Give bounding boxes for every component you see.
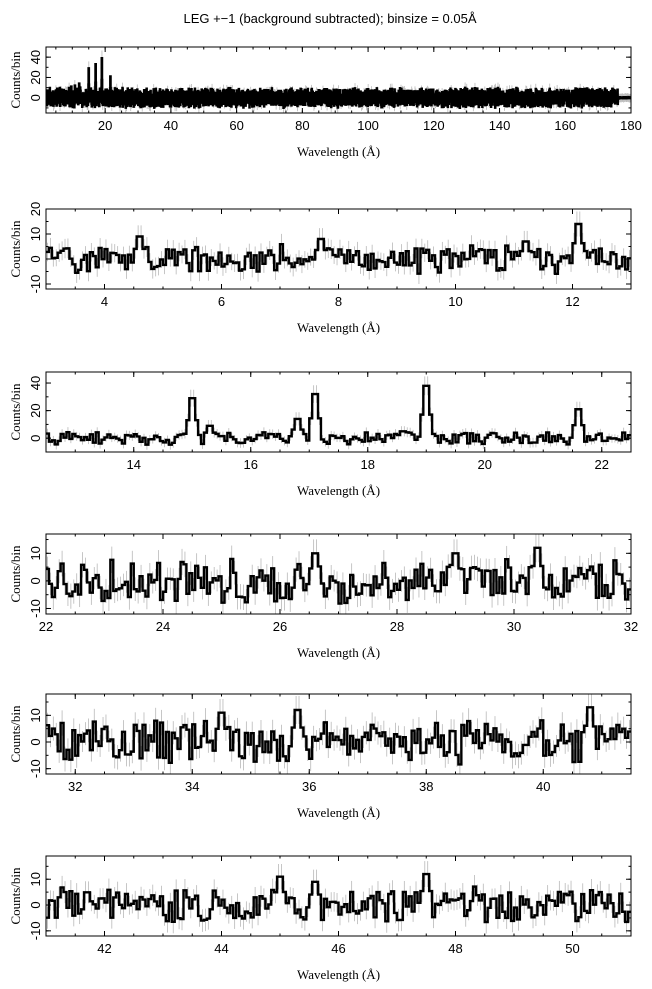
y-tick-label: 20 [28, 202, 43, 216]
plot-area [46, 376, 631, 450]
x-tick-label: 40 [536, 779, 550, 794]
plot-area [46, 50, 631, 113]
y-tick-label: 10 [28, 546, 43, 560]
x-tick-label: 16 [244, 457, 258, 472]
x-axis-label: Wavelength (Å) [297, 144, 380, 159]
error-bars [47, 861, 630, 934]
y-tick-label: 0 [28, 901, 43, 908]
x-axis-label: Wavelength (Å) [297, 645, 380, 660]
spectrum-histogram [46, 56, 631, 109]
x-tick-label: 140 [489, 118, 511, 133]
y-tick-label: 20 [28, 70, 43, 84]
y-tick-label: -10 [28, 275, 43, 294]
y-tick-label: 10 [28, 708, 43, 722]
x-tick-label: 22 [39, 619, 53, 634]
y-axis-label: Counts/bin [8, 545, 23, 603]
x-tick-label: 18 [361, 457, 375, 472]
x-tick-label: 14 [127, 457, 141, 472]
x-axis-label: Wavelength (Å) [297, 483, 380, 498]
y-tick-label: 0 [28, 577, 43, 584]
y-axis-label: Counts/bin [8, 705, 23, 763]
y-axis-label: Counts/bin [8, 51, 23, 109]
x-tick-label: 38 [419, 779, 433, 794]
x-tick-label: 8 [335, 294, 342, 309]
spectrum-histogram [46, 222, 631, 275]
x-tick-label: 30 [507, 619, 521, 634]
y-axis-label: Counts/bin [8, 220, 23, 278]
plot-area [46, 694, 631, 774]
x-tick-label: 24 [156, 619, 170, 634]
y-axis-label: Counts/bin [8, 383, 23, 441]
plot-area [46, 534, 631, 614]
panel-2: 4 6 8 10 12 -10 0 10 20 Wavelength (Å) Counts/bin [8, 202, 632, 335]
x-tick-label: 28 [390, 619, 404, 634]
x-axis-label: Wavelength (Å) [297, 320, 380, 335]
x-tick-label: 160 [554, 118, 576, 133]
axes-frame [45, 855, 632, 937]
y-tick-label: -10 [28, 759, 43, 778]
axes-frame [45, 46, 632, 114]
panel-4: 22 24 26 28 30 32 -10 0 10 Wavelength (Å) Counts/b… [8, 533, 638, 660]
x-tick-label: 42 [97, 941, 111, 956]
spectrum-histogram [46, 706, 631, 766]
y-tick-label: 40 [28, 376, 43, 390]
panel-1: 20 40 60 80 100 120 140 160 180 0 20 40 Wavelength (… [8, 46, 642, 159]
y-tick-label: 0 [28, 255, 43, 262]
panel-5: 32 34 36 38 40 -10 0 10 Wavelength (Å) Counts/bin [8, 693, 632, 820]
x-tick-label: 32 [68, 779, 82, 794]
x-tick-label: 34 [185, 779, 199, 794]
x-tick-label: 4 [101, 294, 108, 309]
y-tick-label: 0 [28, 435, 43, 442]
y-tick-label: 20 [28, 403, 43, 417]
y-tick-label: -10 [28, 921, 43, 940]
x-tick-label: 10 [448, 294, 462, 309]
x-tick-label: 48 [448, 941, 462, 956]
x-tick-label: 120 [423, 118, 445, 133]
y-tick-label: 10 [28, 227, 43, 241]
x-tick-label: 32 [624, 619, 638, 634]
spectrum-histogram [46, 384, 631, 446]
y-tick-label: -10 [28, 599, 43, 618]
x-tick-label: 22 [595, 457, 609, 472]
x-tick-label: 44 [214, 941, 228, 956]
x-tick-label: 6 [218, 294, 225, 309]
x-tick-label: 26 [273, 619, 287, 634]
x-tick-label: 100 [357, 118, 379, 133]
y-tick-label: 0 [28, 738, 43, 745]
x-tick-label: 20 [98, 118, 112, 133]
spectrum-histogram [46, 546, 631, 605]
x-tick-label: 12 [565, 294, 579, 309]
y-tick-label: 0 [28, 94, 43, 101]
x-tick-label: 50 [565, 941, 579, 956]
x-tick-label: 20 [478, 457, 492, 472]
x-tick-label: 46 [331, 941, 345, 956]
x-tick-label: 80 [295, 118, 309, 133]
x-tick-label: 180 [620, 118, 642, 133]
x-tick-label: 40 [164, 118, 178, 133]
x-axis-label: Wavelength (Å) [297, 805, 380, 820]
y-tick-label: 40 [28, 50, 43, 64]
panel-3: 14 16 18 20 22 0 20 40 Wavelength (Å) Counts/bin [8, 371, 632, 498]
x-tick-label: 60 [229, 118, 243, 133]
figure-title: LEG +−1 (background subtracted); binsize… [183, 11, 476, 26]
spectrum-histogram [46, 872, 631, 924]
plot-area [46, 211, 631, 285]
plot-area [46, 861, 631, 934]
panel-6: 42 44 46 48 50 -10 0 10 Wavelength (Å) Counts/bin [8, 855, 632, 982]
y-tick-label: 10 [28, 872, 43, 886]
x-axis-label: Wavelength (Å) [297, 967, 380, 982]
y-axis-label: Counts/bin [8, 867, 23, 925]
x-tick-label: 36 [302, 779, 316, 794]
